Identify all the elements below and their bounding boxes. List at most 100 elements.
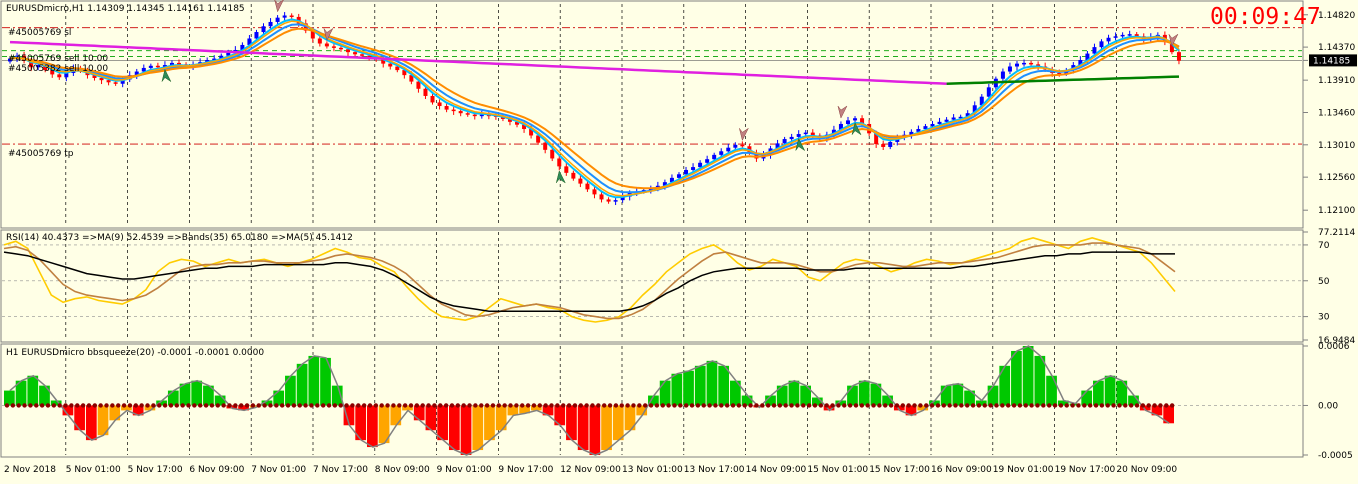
price-bar-body <box>951 117 956 120</box>
price-bar-body <box>944 119 949 122</box>
level-label-sell-2: #45005382 sell 10.00 <box>8 64 108 74</box>
price-bar-body <box>874 133 879 145</box>
price-bar-body <box>346 49 351 53</box>
price-bar-body <box>282 15 287 18</box>
squeeze-dot <box>233 403 238 408</box>
squeeze-dot <box>877 403 882 408</box>
price-bar-body <box>113 82 118 84</box>
squeeze-outline <box>9 345 1170 456</box>
price-bar-body <box>430 95 435 103</box>
squeeze-dot <box>121 403 127 408</box>
squeeze-histogram-bar <box>296 363 308 406</box>
rsi-panel-title: RSI(14) 40.4373 =>MA(9) 52.4539 =>Bands(… <box>6 233 353 243</box>
price-bar-body <box>599 194 604 200</box>
squeeze-histogram-bar <box>4 390 15 406</box>
ema-gold-line <box>9 20 1180 197</box>
squeeze-y-tick-label: 0.0006 <box>1318 342 1350 352</box>
squeeze-dot <box>75 403 80 408</box>
price-bar-body <box>606 199 611 202</box>
price-bar-body <box>43 65 48 71</box>
squeeze-dot <box>543 403 548 408</box>
price-bar-body <box>676 174 681 178</box>
squeeze-dot <box>707 403 712 408</box>
squeeze-dot <box>432 403 437 408</box>
squeeze-histogram-bar <box>706 360 718 406</box>
squeeze-dot <box>285 403 291 408</box>
price-bar-body <box>106 80 111 83</box>
squeeze-dot <box>484 403 490 408</box>
squeeze-dot <box>537 403 543 408</box>
squeeze-dot <box>438 403 443 408</box>
current-price-tag <box>1309 54 1357 67</box>
squeeze-dot <box>385 403 390 408</box>
squeeze-dot <box>221 403 226 408</box>
squeeze-histogram-bar <box>62 405 74 416</box>
x-tick-label: 15 Nov 01:00 <box>807 465 868 475</box>
price-bar-body <box>789 136 794 140</box>
squeeze-dot <box>865 403 870 408</box>
squeeze-dot <box>502 403 507 408</box>
price-bar-body <box>810 132 815 136</box>
squeeze-dot <box>596 403 601 408</box>
squeeze-histogram-bar <box>425 405 437 431</box>
squeeze-dot <box>268 403 273 408</box>
squeeze-dot <box>162 403 168 408</box>
squeeze-histogram-bar <box>929 400 940 406</box>
squeeze-histogram-bar <box>413 405 425 421</box>
squeeze-histogram-bar <box>1104 375 1116 406</box>
price-bar-body <box>162 65 167 68</box>
rsi-y-tick-label: 50 <box>1318 277 1330 287</box>
squeeze-histogram <box>2 345 1302 456</box>
x-tick-label: 13 Nov 17:00 <box>684 465 745 475</box>
price-bar-body <box>177 62 182 65</box>
squeeze-histogram-bar <box>870 383 882 406</box>
squeeze-histogram-bar <box>156 400 167 406</box>
squeeze-dot <box>748 403 753 408</box>
price-bar-body <box>754 152 759 159</box>
squeeze-dot <box>39 403 45 408</box>
x-tick-label: 9 Nov 01:00 <box>437 465 492 475</box>
price-bar-body <box>1085 53 1090 61</box>
price-bar-body <box>916 129 921 132</box>
squeeze-histogram-bar <box>601 405 612 451</box>
squeeze-histogram-bar <box>355 405 367 441</box>
price-bar-body <box>1113 36 1118 38</box>
squeeze-dot <box>871 403 876 408</box>
price-y-tick-label: 1.14370 <box>1318 43 1355 53</box>
squeeze-histogram-bar <box>27 375 39 406</box>
price-bar-body <box>338 47 343 50</box>
squeeze-dot <box>373 403 379 408</box>
squeeze-dot <box>1134 403 1140 408</box>
rsi-lines <box>2 236 1302 323</box>
squeeze-histogram-bar <box>542 405 554 416</box>
squeeze-dot <box>777 403 783 408</box>
squeeze-dot <box>771 403 777 408</box>
squeeze-dot <box>1070 403 1075 408</box>
squeeze-histogram-bar <box>1011 350 1022 406</box>
price-bar-body <box>705 159 710 163</box>
buy-signal-arrow <box>556 170 566 184</box>
squeeze-histogram-bar <box>1034 355 1046 406</box>
squeeze-dot <box>1011 403 1017 408</box>
squeeze-histogram-bar <box>320 357 331 406</box>
squeeze-dot <box>1035 403 1040 408</box>
squeeze-dot <box>1164 403 1169 408</box>
squeeze-histogram-bar <box>765 395 776 406</box>
price-bar-body <box>733 144 738 148</box>
price-bar-body <box>247 38 252 45</box>
squeeze-dot <box>713 403 718 408</box>
squeeze-histogram-bar <box>472 405 484 451</box>
squeeze-histogram-bar <box>484 405 495 441</box>
price-bar-body <box>930 123 935 127</box>
squeeze-histogram-bar <box>191 380 203 406</box>
squeeze-histogram-bar <box>811 397 823 406</box>
price-bar-body <box>831 129 836 135</box>
squeeze-dot <box>133 403 139 408</box>
price-bar-body <box>592 189 597 195</box>
squeeze-dot <box>1093 403 1099 408</box>
rsi-y-tick-label: 70 <box>1318 241 1330 251</box>
squeeze-dot <box>420 403 425 408</box>
squeeze-dot <box>1058 403 1064 408</box>
squeeze-dot <box>145 403 150 408</box>
price-bar-body <box>965 113 970 117</box>
